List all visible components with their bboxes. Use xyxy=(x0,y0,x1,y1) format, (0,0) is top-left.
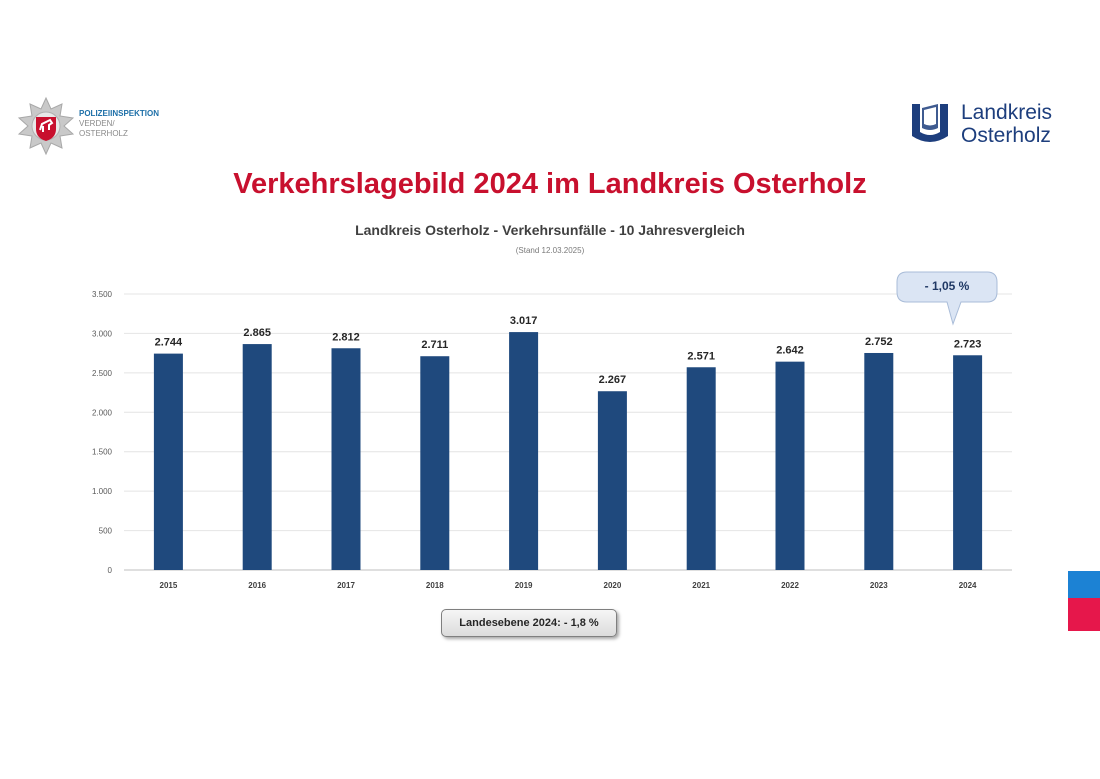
x-tick-label: 2016 xyxy=(248,581,266,590)
landkreis-logo: Landkreis Osterholz xyxy=(906,100,1086,156)
chart-bars xyxy=(153,332,983,570)
landkreis-emblem-icon xyxy=(912,104,948,142)
x-tick-label: 2019 xyxy=(515,581,533,590)
data-label: 2.744 xyxy=(155,337,183,349)
y-tick-label: 500 xyxy=(99,527,113,536)
police-logo: POLIZEIINSPEKTION VERDEN/ OSTERHOLZ xyxy=(16,96,176,158)
page-title: Verkehrslagebild 2024 im Landkreis Oster… xyxy=(233,168,867,200)
bar xyxy=(242,344,272,570)
bar xyxy=(509,332,539,570)
data-label: 2.723 xyxy=(954,338,982,350)
bar xyxy=(331,348,361,570)
bar xyxy=(153,353,183,570)
landkreis-name-line2: Osterholz xyxy=(961,124,1051,147)
y-tick-label: 2.000 xyxy=(92,408,113,417)
x-tick-label: 2017 xyxy=(337,581,355,590)
landkreis-name-line1: Landkreis xyxy=(961,101,1053,124)
data-label: 2.642 xyxy=(776,345,804,357)
y-tick-label: 3.500 xyxy=(92,290,113,299)
chart-labels: 0 500 1.000 1.500 2.000 2.500 3.000 3.500 2.744 2… xyxy=(92,290,981,590)
corner-red-block xyxy=(1068,598,1100,631)
police-name-line2: VERDEN/ xyxy=(79,119,115,128)
chart-grid xyxy=(124,293,1012,571)
x-tick-label: 2018 xyxy=(426,581,444,590)
y-tick-label: 1.000 xyxy=(92,487,113,496)
data-label: 2.812 xyxy=(332,331,360,343)
bar xyxy=(953,355,983,570)
police-name-line1: POLIZEIINSPEKTION xyxy=(79,109,160,118)
data-label: 2.865 xyxy=(243,327,271,339)
bar xyxy=(775,361,805,570)
x-tick-label: 2023 xyxy=(870,581,888,590)
callout-bubble-icon xyxy=(896,271,998,326)
bar xyxy=(597,391,627,570)
police-star-icon xyxy=(17,96,75,156)
y-tick-label: 0 xyxy=(108,566,113,575)
corner-color-mark xyxy=(1068,571,1100,631)
data-label: 2.571 xyxy=(687,350,715,362)
y-tick-label: 1.500 xyxy=(92,448,113,457)
y-tick-label: 3.000 xyxy=(92,329,113,338)
change-callout: - 1,05 % xyxy=(895,270,999,328)
data-label: 3.017 xyxy=(510,315,538,327)
x-tick-label: 2015 xyxy=(160,581,178,590)
bar xyxy=(686,367,716,570)
state-level-box: Landesebene 2024: - 1,8 % xyxy=(441,609,617,637)
data-label: 2.752 xyxy=(865,336,893,348)
police-name-line3: OSTERHOLZ xyxy=(79,129,128,138)
corner-blue-block xyxy=(1068,571,1100,598)
x-tick-label: 2020 xyxy=(604,581,622,590)
x-tick-label: 2021 xyxy=(692,581,710,590)
chart-subtitle: (Stand 12.03.2025) xyxy=(515,246,585,255)
bar xyxy=(420,356,450,570)
x-tick-label: 2024 xyxy=(959,581,977,590)
y-tick-label: 2.500 xyxy=(92,369,113,378)
data-label: 2.267 xyxy=(599,374,627,386)
bar xyxy=(864,352,894,570)
police-name: POLIZEIINSPEKTION VERDEN/ OSTERHOLZ xyxy=(79,109,159,139)
callout-text: - 1,05 % xyxy=(924,279,970,293)
chart-title: Landkreis Osterholz - Verkehrsunfälle - … xyxy=(355,222,745,238)
landkreis-name: Landkreis Osterholz xyxy=(961,101,1052,147)
data-label: 2.711 xyxy=(421,339,448,351)
x-tick-label: 2022 xyxy=(781,581,799,590)
